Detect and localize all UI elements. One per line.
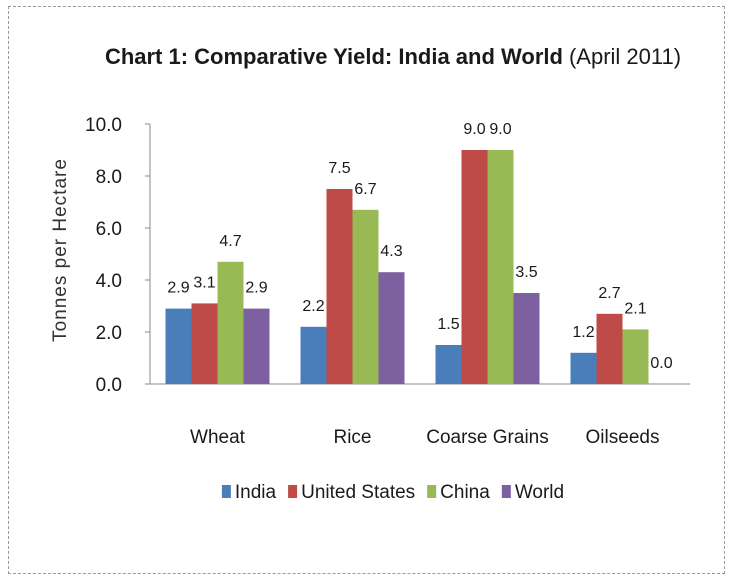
bar <box>622 329 649 384</box>
category-label: Oilseeds <box>586 427 660 448</box>
category-labels: Wheat Rice Coarse Grains Oilseeds <box>190 427 659 448</box>
data-label: 3.1 <box>193 274 215 291</box>
legend-item: China <box>427 482 490 503</box>
data-label: 6.7 <box>354 181 376 198</box>
y-tick-label: 10.0 <box>85 115 122 136</box>
legend-swatch <box>427 485 437 498</box>
data-label: 4.7 <box>219 233 241 250</box>
bar <box>243 308 270 384</box>
legend-swatch <box>288 485 298 498</box>
legend-label: United States <box>301 482 415 503</box>
data-label: 2.9 <box>245 280 267 297</box>
y-tick-label: 4.0 <box>96 271 122 292</box>
chart-title-main: Chart 1: Comparative Yield: India and Wo… <box>105 44 563 69</box>
data-label: 0.0 <box>650 355 672 372</box>
category-label: Coarse Grains <box>426 427 549 448</box>
bar <box>461 150 488 384</box>
data-label: 2.1 <box>624 300 646 317</box>
data-label: 2.2 <box>302 298 324 315</box>
data-label: 2.7 <box>598 285 620 302</box>
bar <box>513 293 540 384</box>
chart-title: Chart 1: Comparative Yield: India and Wo… <box>105 44 681 69</box>
y-tick-label: 0.0 <box>96 375 122 396</box>
data-label: 9.0 <box>489 121 511 138</box>
legend-swatch <box>221 485 231 498</box>
data-label: 1.5 <box>437 316 459 333</box>
bar <box>570 352 597 384</box>
legend-label: China <box>440 482 490 503</box>
y-axis-label: Tonnes per Hectare <box>50 158 71 342</box>
y-tick-label: 6.0 <box>96 219 122 240</box>
data-label: 4.3 <box>380 243 402 260</box>
bar <box>435 345 462 384</box>
bar <box>487 150 514 384</box>
data-labels: 2.9 3.14.72.92.27.56.74.31.59.0 9.03.51.22… <box>167 121 672 372</box>
bar <box>378 272 405 384</box>
data-label: 1.2 <box>572 324 594 341</box>
legend-swatch <box>501 485 511 498</box>
legend: India United States China World <box>221 482 564 503</box>
chart-subtitle: (April 2011) <box>569 44 681 69</box>
data-label: 7.5 <box>328 160 350 177</box>
legend-item: United States <box>288 482 415 503</box>
bar <box>217 261 244 384</box>
legend-label: India <box>235 482 277 503</box>
data-label: 2.9 <box>167 280 189 297</box>
y-tick-label: 8.0 <box>96 167 122 188</box>
category-label: Wheat <box>190 427 246 448</box>
bar <box>165 308 192 384</box>
bar <box>191 303 218 384</box>
y-ticks: 0.0 2.0 4.0 6.0 8.0 10.0 <box>85 115 150 396</box>
data-label: 9.0 <box>463 121 485 138</box>
bars <box>165 150 649 384</box>
bar <box>326 189 353 384</box>
category-label: Rice <box>333 427 371 448</box>
legend-label: World <box>515 482 564 503</box>
bar <box>352 209 379 384</box>
legend-item: India <box>221 482 277 503</box>
bar <box>596 313 623 384</box>
bar <box>300 326 327 384</box>
y-tick-label: 2.0 <box>96 323 122 344</box>
data-label: 3.5 <box>515 264 537 281</box>
legend-item: World <box>501 482 564 503</box>
chart-frame <box>8 6 725 574</box>
